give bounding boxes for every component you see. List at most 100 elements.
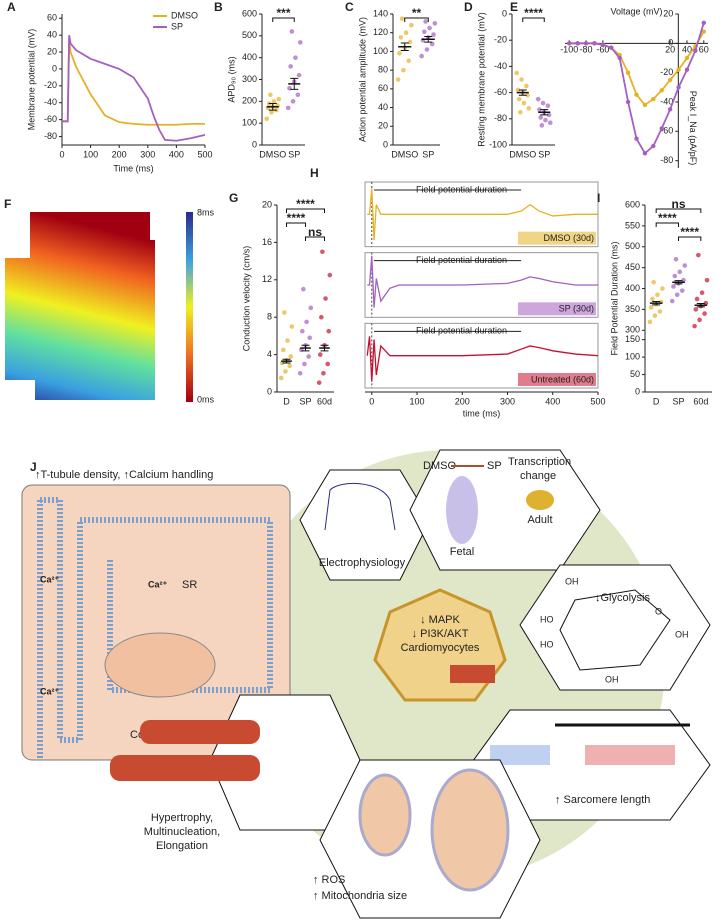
data-point — [702, 311, 707, 316]
data-point — [525, 92, 530, 98]
data-point — [697, 317, 702, 323]
data-point — [285, 105, 291, 111]
marker — [592, 41, 597, 46]
label: OH — [565, 576, 579, 586]
x-tick-label: SP — [422, 149, 434, 159]
data-point — [295, 92, 301, 98]
adult-icon — [526, 490, 554, 510]
data-point — [679, 288, 685, 293]
data-point — [269, 109, 274, 115]
significance-bracket — [522, 17, 545, 22]
data-point — [526, 106, 532, 111]
marker — [659, 126, 664, 131]
data-point — [264, 116, 270, 122]
data-point — [278, 375, 284, 381]
label: Ca²⁺ — [148, 579, 168, 589]
x-tick-label: SP — [538, 149, 550, 159]
y-tick-label: 100 — [625, 351, 640, 361]
y-tick-label: 500 — [625, 241, 640, 251]
data-point — [399, 16, 405, 21]
fetal-icon — [446, 476, 478, 544]
data-point — [289, 29, 295, 34]
significance-label: **** — [287, 211, 306, 225]
data-point — [547, 120, 553, 126]
data-point — [296, 72, 302, 78]
legend-label: DMSO — [171, 10, 198, 20]
marker — [676, 85, 681, 90]
y-tick-label: 300 — [625, 325, 640, 335]
sarcomere-icon — [585, 745, 675, 765]
label: Hypertrophy, — [151, 812, 213, 824]
sarcomere-icon — [490, 745, 550, 765]
data-point — [427, 25, 432, 31]
series-line — [569, 22, 705, 155]
marker — [609, 45, 614, 50]
label: Ca²⁺ — [40, 686, 60, 696]
data-point — [419, 53, 424, 59]
y-tick-label: 350 — [625, 304, 640, 314]
error-bar — [282, 358, 291, 364]
data-point — [515, 87, 521, 93]
y-tick-label: 8 — [267, 312, 272, 322]
label: ↓Glycolysis — [595, 592, 651, 604]
significance-label: **** — [680, 225, 699, 239]
series-tag — [518, 231, 596, 245]
data-point — [660, 286, 665, 291]
y-tick-label: 50 — [630, 369, 640, 379]
data-point — [397, 51, 402, 56]
data-point — [673, 256, 679, 262]
significance-bracket — [655, 222, 679, 227]
panel-label: G — [229, 191, 238, 205]
data-point — [423, 19, 428, 24]
data-point — [514, 70, 520, 76]
data-point — [704, 277, 710, 283]
y-tick-label: 20 — [47, 46, 57, 56]
marker — [575, 41, 580, 46]
data-point — [403, 30, 409, 36]
data-point — [302, 361, 307, 367]
data-point — [301, 286, 306, 292]
error-bar — [301, 344, 310, 352]
label: change — [520, 470, 556, 482]
annotation: Field potential duration — [416, 326, 507, 336]
y-tick-label: 450 — [625, 262, 640, 272]
marker — [701, 29, 706, 34]
data-point — [647, 319, 653, 325]
y-tick-label: 120 — [373, 27, 388, 37]
x-tick-label: 20 — [665, 45, 675, 55]
series-tag — [518, 302, 596, 316]
data-point — [326, 328, 332, 334]
panel-label: F — [4, 197, 11, 211]
data-point — [285, 338, 290, 343]
y-tick-label: 40 — [378, 102, 388, 112]
x-tick-label: 200 — [112, 149, 127, 159]
significance-label: **** — [524, 6, 543, 20]
x-axis-label: Voltage (mV) — [610, 6, 662, 16]
data-point — [297, 40, 303, 45]
diagram: J ↑T-tubule density, ↑Calcium handling C… — [21, 449, 711, 919]
data-point — [300, 328, 305, 334]
panel-label: E — [510, 0, 518, 14]
data-point — [540, 100, 546, 106]
marker — [625, 70, 631, 75]
significance-bracket — [286, 222, 306, 227]
data-point — [669, 298, 675, 304]
y-tick-label: 16 — [262, 237, 272, 247]
data-point — [703, 300, 709, 306]
error-bar — [290, 77, 299, 90]
y-tick-label: 600 — [625, 199, 640, 209]
marker — [642, 102, 648, 108]
data-point — [524, 83, 529, 89]
data-point — [323, 296, 328, 301]
error-bar — [400, 42, 409, 51]
x-axis-label: Time (ms) — [113, 163, 153, 173]
data-point — [282, 310, 287, 315]
x-tick-label: 40 — [682, 45, 692, 55]
x-tick-label: -60 — [596, 45, 609, 55]
series-line — [62, 39, 205, 126]
data-point — [293, 55, 298, 60]
significance-bracket — [655, 208, 702, 213]
x-axis-label: time (ms) — [463, 408, 501, 418]
panel-label: H — [310, 166, 319, 180]
data-point — [655, 292, 660, 298]
